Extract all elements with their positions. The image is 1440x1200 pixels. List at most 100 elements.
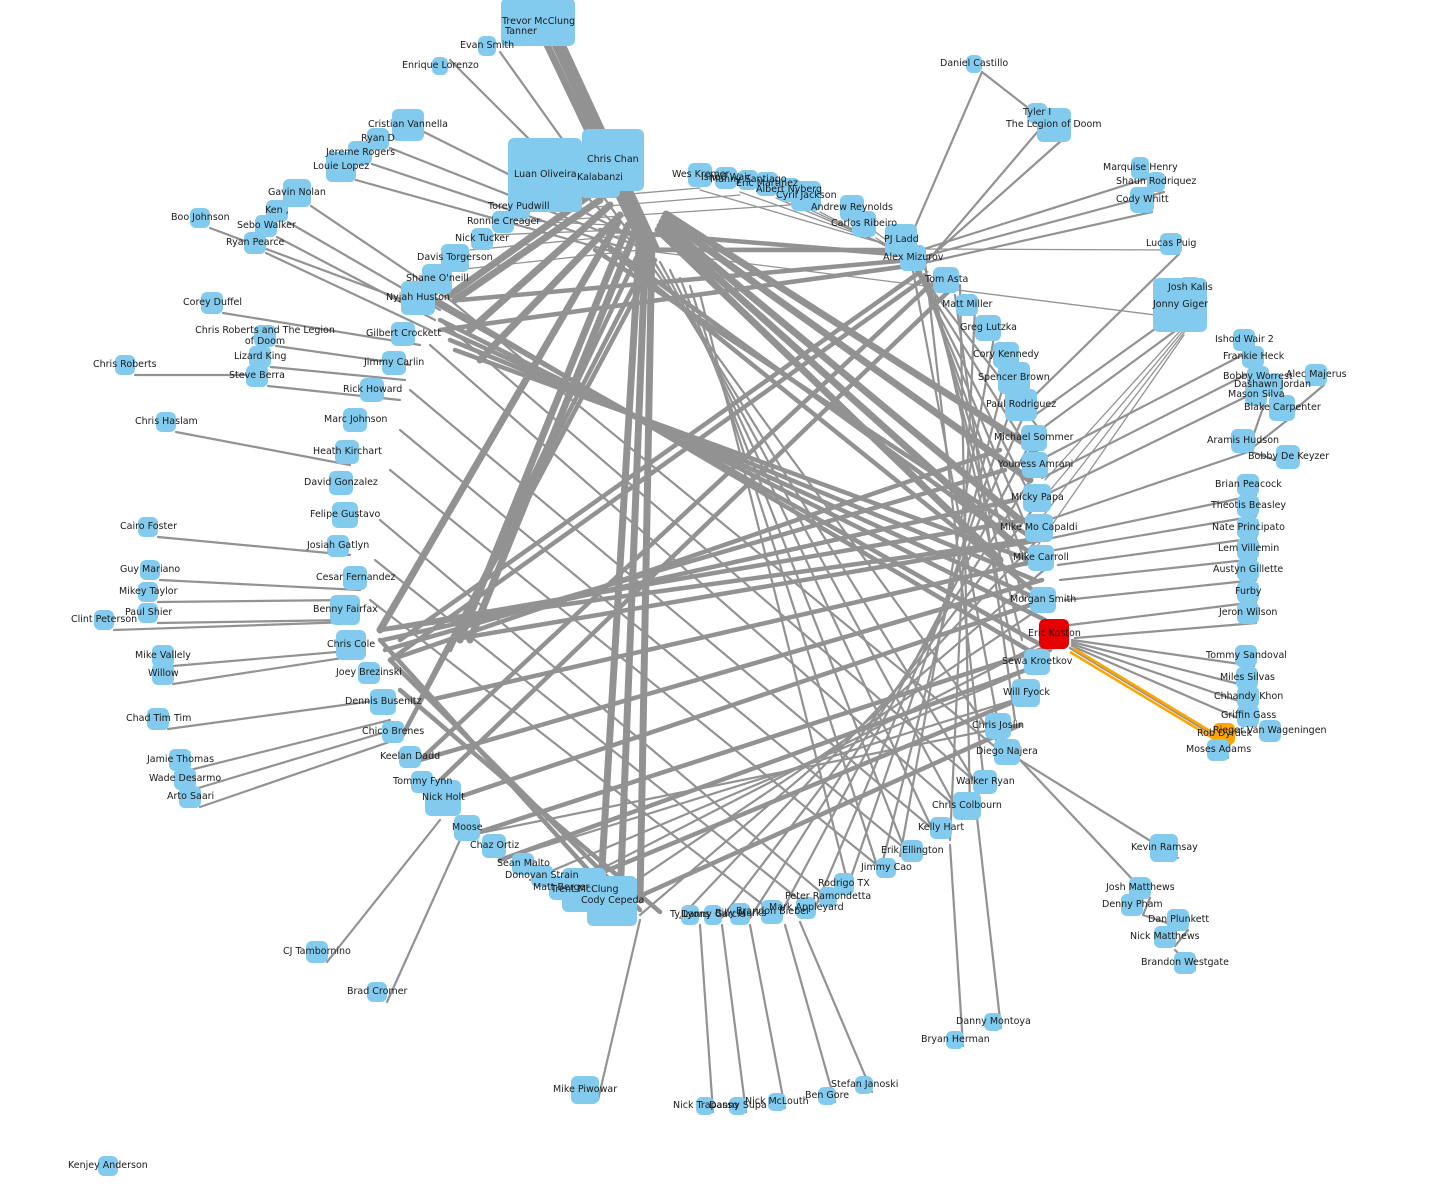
graph-node[interactable]: [152, 663, 174, 685]
graph-node[interactable]: [478, 36, 496, 56]
graph-node[interactable]: [571, 1076, 599, 1104]
graph-node[interactable]: [1269, 395, 1295, 421]
graph-node[interactable]: [1237, 705, 1259, 727]
graph-node[interactable]: [508, 195, 530, 219]
graph-node[interactable]: [715, 167, 737, 189]
graph-node[interactable]: [1024, 649, 1050, 675]
graph-node[interactable]: [370, 689, 396, 715]
graph-node[interactable]: [1237, 559, 1259, 581]
graph-node[interactable]: [966, 55, 982, 73]
graph-node[interactable]: [1037, 108, 1071, 142]
graph-node[interactable]: [1236, 667, 1258, 689]
graph-node[interactable]: [152, 645, 174, 667]
graph-node[interactable]: [432, 57, 448, 75]
graph-node[interactable]: [704, 905, 722, 925]
graph-node[interactable]: [360, 378, 384, 402]
graph-node[interactable]: [512, 853, 534, 875]
graph-node[interactable]: [343, 408, 367, 432]
graph-node[interactable]: [115, 355, 135, 375]
graph-node[interactable]: [244, 232, 266, 254]
graph-node[interactable]: [343, 566, 367, 590]
graph-node[interactable]: [933, 267, 959, 293]
graph-node[interactable]: [358, 662, 380, 684]
graph-node[interactable]: [730, 903, 750, 925]
graph-node[interactable]: [306, 941, 328, 963]
graph-node[interactable]: [834, 873, 854, 895]
graph-node[interactable]: [819, 887, 837, 907]
graph-node[interactable]: [1276, 445, 1300, 469]
graph-node[interactable]: [1242, 346, 1264, 368]
graph-node[interactable]: [761, 900, 783, 924]
graph-node[interactable]: [1237, 474, 1259, 496]
graph-node[interactable]: [1237, 686, 1259, 708]
graph-node[interactable]: [330, 595, 360, 625]
graph-node[interactable]: [900, 245, 926, 271]
graph-node[interactable]: [1231, 429, 1255, 453]
graph-node[interactable]: [985, 713, 1011, 739]
graph-node[interactable]: [756, 172, 778, 196]
graph-node[interactable]: [1121, 894, 1143, 916]
graph-node[interactable]: [696, 1097, 714, 1115]
graph-node[interactable]: [953, 792, 981, 820]
graph-node[interactable]: [332, 502, 358, 528]
graph-node[interactable]: [249, 346, 271, 368]
graph-node[interactable]: [688, 163, 712, 187]
graph-node[interactable]: [510, 20, 532, 44]
graph-node[interactable]: [471, 228, 493, 250]
graph-node[interactable]: [855, 1076, 873, 1094]
graph-node[interactable]: [367, 982, 387, 1002]
graph-node[interactable]: [1179, 277, 1201, 299]
graph-node[interactable]: [454, 815, 480, 841]
graph-node[interactable]: [796, 897, 816, 919]
graph-node[interactable]: [1022, 452, 1048, 478]
graph-node[interactable]: [482, 834, 506, 858]
graph-node[interactable]: [401, 281, 435, 315]
graph-node[interactable]: [1237, 538, 1259, 560]
graph-node[interactable]: [382, 721, 404, 743]
graph-node[interactable]: [973, 770, 997, 794]
graph-node[interactable]: [283, 179, 311, 207]
graph-node[interactable]: [1237, 602, 1259, 624]
graph-node[interactable]: [392, 109, 424, 141]
graph-node[interactable]: [1247, 366, 1269, 388]
graph-node[interactable]: [138, 582, 158, 602]
graph-node[interactable]: [1160, 233, 1182, 255]
graph-node[interactable]: [1023, 484, 1051, 512]
graph-node[interactable]: [1021, 425, 1047, 451]
graph-node[interactable]: [791, 181, 821, 211]
graph-node[interactable]: [246, 365, 268, 387]
graph-node[interactable]: [1028, 545, 1054, 571]
graph-node[interactable]: [975, 315, 1001, 341]
graph-node[interactable]: [335, 440, 359, 464]
graph-node[interactable]: [94, 610, 114, 630]
graph-node[interactable]: [336, 630, 366, 660]
graph-node[interactable]: [140, 560, 160, 580]
graph-node[interactable]: [1030, 587, 1056, 613]
graph-node[interactable]: [1150, 834, 1178, 862]
graph-node[interactable]: [852, 211, 876, 237]
graph-node[interactable]: [549, 876, 573, 900]
graph-node[interactable]: [391, 322, 415, 346]
graph-node[interactable]: [901, 840, 923, 862]
graph-node[interactable]: [1005, 389, 1037, 421]
graph-node[interactable]: [818, 1087, 836, 1105]
graph-node[interactable]: [254, 325, 276, 347]
graph-node[interactable]: [255, 215, 277, 237]
graph-node[interactable]: [1237, 495, 1259, 517]
graph-node[interactable]: [1130, 187, 1154, 213]
graph-node[interactable]: [1129, 877, 1151, 899]
graph-node[interactable]: [729, 1097, 747, 1115]
graph-node[interactable]: [998, 362, 1030, 394]
graph-node[interactable]: [1259, 720, 1281, 742]
graph-node[interactable]: [1174, 952, 1196, 974]
graph-node[interactable]: [580, 158, 620, 198]
graph-node[interactable]: [1147, 172, 1165, 192]
graph-node[interactable]: [1025, 514, 1053, 542]
graph-node[interactable]: [946, 1031, 964, 1049]
graph-node[interactable]: [1233, 329, 1255, 351]
graph-node[interactable]: [98, 1156, 118, 1176]
graph-node[interactable]: [138, 517, 158, 537]
graph-node[interactable]: [930, 817, 952, 839]
graph-node[interactable]: [1167, 909, 1189, 931]
